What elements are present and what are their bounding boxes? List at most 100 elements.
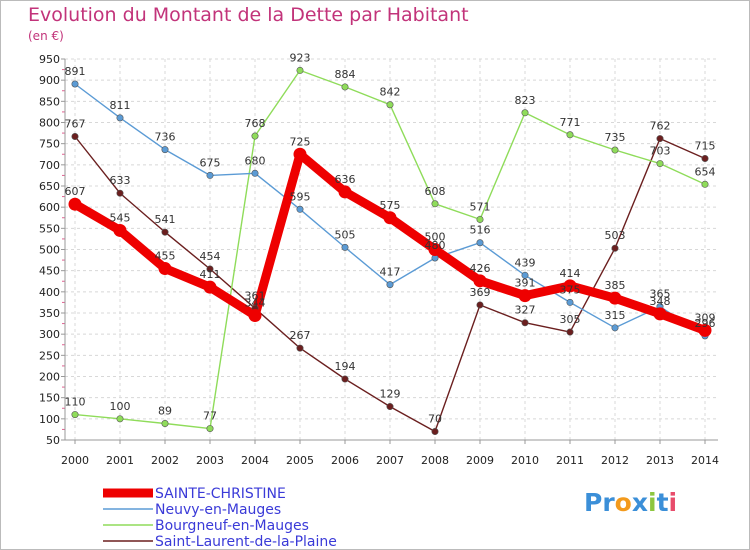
axes (61, 58, 718, 444)
x-tick-label: 2010 (511, 454, 539, 467)
data-point (116, 114, 124, 122)
data-point (296, 344, 304, 352)
data-point (521, 319, 529, 327)
logo-part: x (631, 488, 648, 517)
data-point (656, 160, 664, 168)
y-tick-label: 450 (39, 265, 60, 278)
y-tick-label: 900 (39, 74, 60, 87)
data-point (611, 324, 619, 332)
y-tick-label: 650 (39, 180, 60, 193)
data-label: 654 (695, 165, 716, 178)
legend-label: SAINTE-CHRISTINE (155, 486, 286, 502)
data-point (341, 83, 349, 91)
data-label: 309 (695, 311, 716, 324)
y-tick-label: 700 (39, 159, 60, 172)
data-label: 768 (245, 117, 266, 130)
data-label: 607 (65, 185, 86, 198)
data-label: 633 (110, 174, 131, 187)
data-label: 516 (470, 224, 491, 237)
data-point (383, 211, 397, 225)
chart-title: Evolution du Montant de la Dette par Hab… (28, 4, 469, 26)
y-tick-label: 500 (39, 244, 60, 257)
data-label: 315 (605, 309, 626, 322)
x-tick-label: 2014 (691, 454, 719, 467)
data-label: 361 (245, 289, 266, 302)
y-tick-label: 550 (39, 222, 60, 235)
data-point (653, 307, 667, 321)
data-point (206, 265, 214, 273)
x-tick-label: 2011 (556, 454, 584, 467)
y-tick-label: 250 (39, 349, 60, 362)
data-label: 70 (428, 413, 442, 426)
data-point (68, 197, 82, 211)
data-label: 344 (245, 297, 266, 310)
data-point (161, 228, 169, 236)
data-point (341, 375, 349, 383)
data-label: 771 (560, 116, 581, 129)
data-label: 703 (650, 145, 671, 158)
data-point (203, 280, 217, 294)
x-tick-labels: 2000 2001 2002 2003 2004 2005 2006 2007 2008 2009… (61, 454, 719, 467)
data-point (251, 169, 259, 177)
data-point (338, 185, 352, 199)
x-tick-label: 2003 (196, 454, 224, 467)
y-tick-label: 200 (39, 371, 60, 384)
y-tick-label: 800 (39, 117, 60, 130)
data-point (566, 131, 574, 139)
data-label: 365 (650, 288, 671, 301)
legend-label: Bourgneuf-en-Mauges (155, 518, 309, 534)
y-tick-label: 750 (39, 138, 60, 151)
data-point (71, 80, 79, 88)
data-label: 725 (290, 135, 311, 148)
legend: SAINTE-CHRISTINENeuvy-en-MaugesBourgneuf… (103, 486, 337, 550)
data-point (113, 223, 127, 237)
data-label: 414 (560, 267, 581, 280)
data-label: 636 (335, 173, 356, 186)
data-label: 194 (335, 360, 356, 373)
data-point (611, 146, 619, 154)
data-label: 305 (560, 313, 581, 326)
data-point (386, 403, 394, 411)
y-tick-label: 300 (39, 328, 60, 341)
data-label: 110 (65, 396, 86, 409)
data-label: 480 (425, 239, 446, 252)
data-point (566, 328, 574, 336)
data-point (476, 239, 484, 247)
grid-lines (65, 58, 718, 441)
data-point (251, 132, 259, 140)
data-label: 454 (200, 250, 221, 263)
logo-part: Pr (584, 488, 615, 517)
data-label: 77 (203, 410, 217, 423)
data-point (296, 66, 304, 74)
data-label: 500 (425, 231, 446, 244)
data-label: 715 (695, 139, 716, 152)
data-label: 884 (335, 68, 356, 81)
data-label: 575 (380, 199, 401, 212)
x-tick-label: 2009 (466, 454, 494, 467)
data-point (701, 154, 709, 162)
data-point (341, 243, 349, 251)
y-tick-labels: 50 100 150 200 250 300 350 400 450 500 550 600 650 70… (39, 53, 60, 447)
data-point (611, 244, 619, 252)
data-point (521, 271, 529, 279)
data-point (206, 171, 214, 179)
data-label: 762 (650, 120, 671, 133)
data-label: 767 (65, 117, 86, 130)
chart-subtitle: (en €) (28, 29, 64, 43)
data-label: 541 (155, 213, 176, 226)
data-label: 811 (110, 99, 131, 112)
data-label: 369 (470, 286, 491, 299)
data-label: 680 (245, 154, 266, 167)
data-point (431, 428, 439, 436)
data-label: 411 (200, 268, 221, 281)
x-tick-label: 2002 (151, 454, 179, 467)
data-point (158, 262, 172, 276)
data-label: 327 (515, 304, 536, 317)
x-tick-label: 2008 (421, 454, 449, 467)
data-point (428, 243, 442, 256)
x-tick-label: 2006 (331, 454, 359, 467)
data-point (296, 205, 304, 213)
data-label: 89 (158, 404, 172, 417)
